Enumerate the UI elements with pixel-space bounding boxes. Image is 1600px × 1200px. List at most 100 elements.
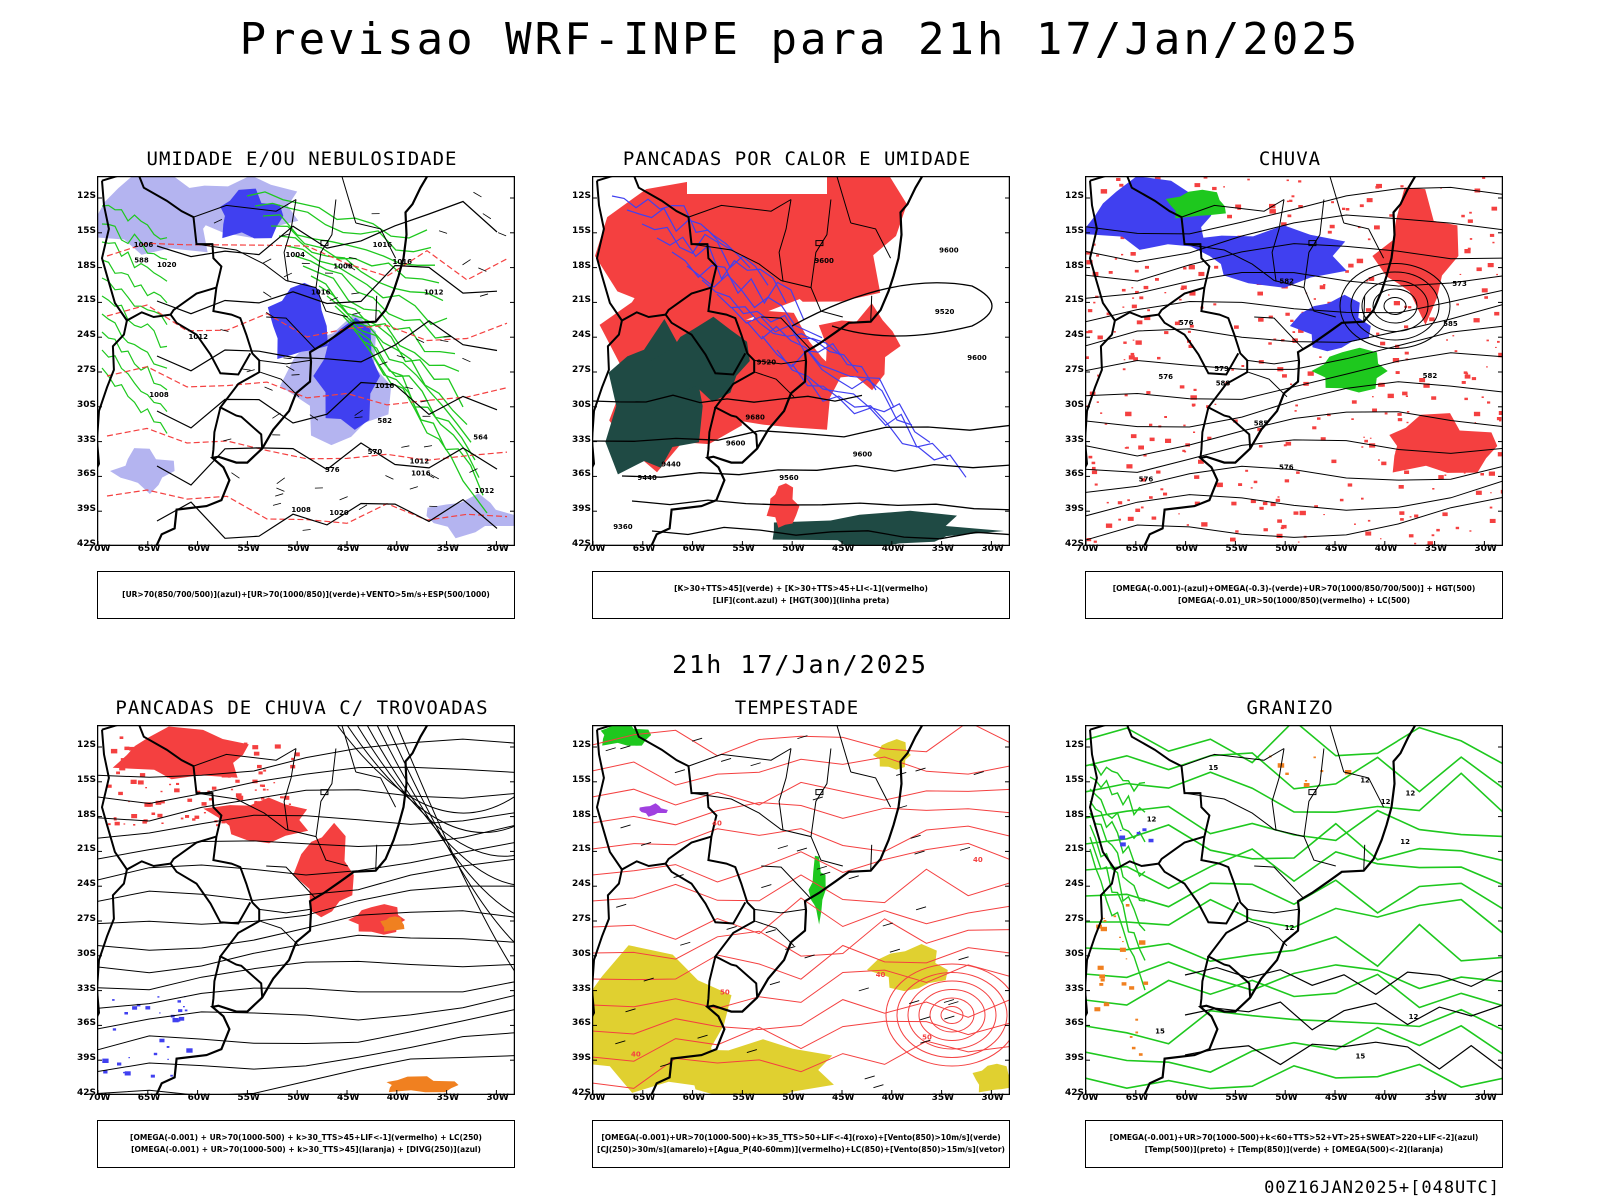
thunder-red (293, 822, 354, 918)
wind-arrow (354, 409, 363, 416)
rain-omega-red (1487, 263, 1494, 268)
rain-omega-red (1097, 335, 1103, 340)
rain-omega-red (1361, 446, 1364, 448)
wind-arrow (909, 1000, 920, 1005)
rain-omega-red (1140, 506, 1144, 509)
lat-tick-label: 24S (572, 879, 592, 890)
contour-label: 15 (1356, 1053, 1366, 1061)
lat-tick-label: 36S (572, 1018, 592, 1029)
lon-tick-label: 35W (1424, 544, 1448, 554)
rain-omega-red (1313, 298, 1316, 300)
legend-line: [CJ(250)>30m/s](amarelo)+[Agua_P(40-60mm… (597, 1145, 1005, 1154)
wind-arrow (354, 416, 363, 419)
federal-district (815, 240, 824, 247)
rain-omega-red (1369, 437, 1372, 439)
rain-omega-red (1216, 482, 1223, 488)
divergence-blue (102, 1058, 109, 1063)
thunder-red (266, 789, 269, 791)
thunder-red (107, 784, 112, 788)
divergence-blue (177, 1019, 181, 1022)
state-border (691, 792, 843, 867)
thunder-red (113, 818, 117, 821)
temp850-contour (1085, 898, 1503, 934)
thunder-red (252, 745, 259, 750)
contour-label: 579 (1214, 365, 1229, 373)
anticyclone (336, 725, 515, 973)
rain-omega-red (1459, 273, 1462, 275)
thunder-red (142, 820, 147, 824)
lon-tick-label: 70W (88, 1093, 111, 1103)
rain-omega-red (1130, 352, 1135, 356)
unstable-area-li (749, 176, 907, 302)
lon-tick-label: 35W (436, 1093, 460, 1103)
lon-tick-label: 65W (1125, 1093, 1149, 1103)
state-border (870, 844, 873, 871)
rain-omega-red (1151, 516, 1157, 520)
thunder-red (113, 817, 117, 820)
rain-omega-red (1469, 530, 1472, 532)
state-border (1329, 176, 1345, 224)
rain-omega-red (1342, 207, 1346, 210)
geography (1085, 176, 1417, 546)
divergence-blue (124, 1071, 131, 1076)
streamline (97, 812, 515, 839)
omega-orange (1285, 772, 1289, 775)
rain-omega-red (1121, 288, 1126, 292)
contour-label: 576 (325, 466, 340, 474)
lon-tick-label: 70W (1076, 544, 1099, 554)
low-humidity-contour (366, 345, 488, 514)
hail-blue (1119, 835, 1126, 840)
contour-label: 12 (1406, 790, 1416, 798)
rain-omega-red (1492, 241, 1495, 244)
rain-omega-red (1474, 422, 1477, 424)
temp850-contour (1085, 771, 1503, 814)
rain-omega-red (1289, 199, 1293, 202)
state-border (283, 199, 297, 282)
omega-orange (1103, 920, 1107, 922)
rain-omega-red (1100, 189, 1108, 194)
contour-label: 1016 (411, 470, 431, 478)
wind-arrow (797, 735, 808, 740)
streamline (97, 910, 515, 951)
omega-orange (1119, 947, 1126, 952)
state-border (810, 748, 832, 837)
rain-omega-red (1104, 423, 1108, 425)
lon-tick-label: 30W (981, 1093, 1004, 1103)
wind-arrow (409, 486, 418, 490)
lon-tick-label: 30W (1474, 544, 1497, 554)
lat-tick-label: 42S (1065, 539, 1085, 549)
rain-omega-red (1366, 198, 1373, 203)
streamline (1085, 289, 1503, 323)
hail-fields (1085, 725, 1503, 1090)
rain-omega-red (1480, 473, 1484, 476)
geography (97, 176, 429, 546)
axis-ticks (1085, 746, 1503, 1095)
streamline (1085, 381, 1503, 428)
unstable-area-kt (772, 510, 1005, 546)
temp850-contour (1085, 1063, 1503, 1090)
hgt300-contour (651, 526, 1010, 540)
contour-label: 573 (1452, 280, 1467, 288)
rain-omega-red (1128, 355, 1135, 360)
rain-omega-red (1114, 258, 1118, 260)
rain-omega-red (1365, 308, 1372, 312)
low-humidity-contour (101, 204, 168, 240)
rain-omega-red (1491, 206, 1498, 211)
wind-arrow (864, 1075, 875, 1080)
panel-title: UMIDADE E/OU NEBULOSIDADE (146, 148, 458, 170)
state-border (836, 725, 852, 773)
rain-omega-red (1444, 474, 1447, 476)
low-humidity-contour (342, 315, 476, 461)
thunder-red (144, 802, 151, 807)
map-chuva: 585 588 582 582 576 579 576 576 573 585 576 (1085, 176, 1503, 546)
contour-labels: 50 40 40 50 40 40 (631, 819, 983, 1058)
map-granizo: 15 12 15 12 12 15 12 12 12 12 (1085, 725, 1503, 1095)
thunder-red (116, 771, 120, 775)
lon-tick-label: 50W (287, 544, 310, 554)
federal-district (320, 789, 329, 796)
country-border (706, 956, 717, 1008)
thunder-red (119, 736, 124, 739)
streamline (97, 1032, 515, 1073)
rain-omega-red (1247, 178, 1250, 181)
low-humidity-contour (318, 285, 464, 408)
